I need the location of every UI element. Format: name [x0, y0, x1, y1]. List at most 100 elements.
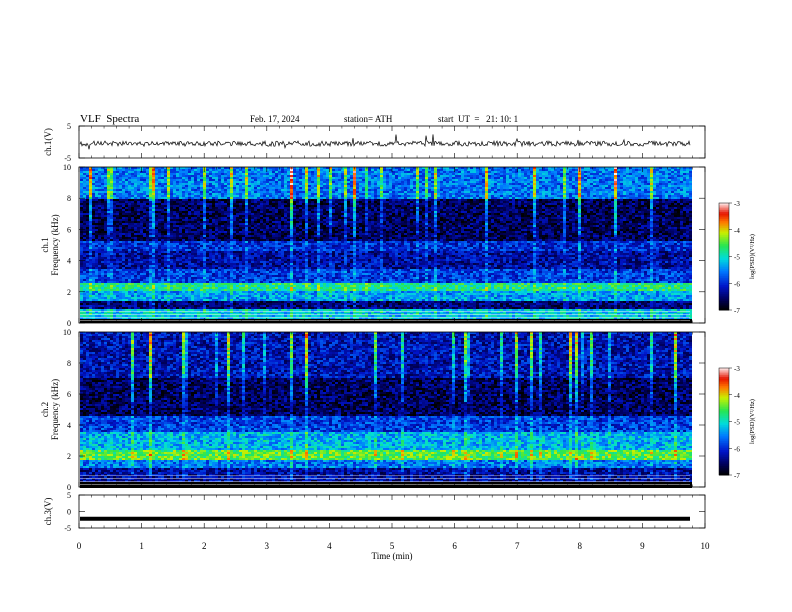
ch1-spectrogram-cell: [185, 173, 188, 175]
ch1-spectrogram-cell: [176, 173, 179, 175]
ch1-spectrogram-cell: [155, 207, 158, 209]
ch1-spectrogram-cell: [164, 217, 167, 219]
ch1-spectrogram-cell: [143, 255, 146, 257]
ch1-spectrogram-cell: [128, 191, 131, 193]
ch1-spectrogram-cell: [194, 315, 197, 317]
ch1-spectrogram-cell: [119, 177, 122, 179]
ch1-spectrogram-cell: [197, 227, 200, 229]
ch1-spectrogram-cell: [86, 209, 89, 211]
ch1-spectrogram-cell: [158, 277, 161, 279]
ch1-spectrogram-cell: [161, 249, 164, 251]
ch1-spectrogram-cell: [188, 189, 191, 191]
ch1-spectrogram-cell: [182, 209, 185, 211]
ch1-spectrogram-cell: [98, 187, 101, 189]
ch1-spectrogram-cell: [131, 189, 134, 191]
ch1-spectrogram-cell: [140, 299, 143, 301]
ch1-spectrogram-cell: [86, 291, 89, 293]
ch1-spectrogram-cell: [110, 303, 113, 305]
ch1-spectrogram-cell: [149, 269, 152, 271]
ch1-spectrogram-cell: [170, 309, 173, 311]
ch1-spectrogram-cell: [113, 229, 116, 231]
ch1-spectrogram-cell: [101, 275, 104, 277]
ch1-spectrogram-cell: [185, 231, 188, 233]
ch1-spectrogram-cell: [188, 309, 191, 311]
ch1-spectrogram-cell: [80, 241, 83, 243]
ch1-spectrogram-cell: [155, 261, 158, 263]
ch1-spectrogram-cell: [89, 269, 92, 271]
ch1-spectrogram-cell: [131, 201, 134, 203]
ch1-spectrogram-cell: [131, 263, 134, 265]
ch1-spectrogram-cell: [86, 257, 89, 259]
ch1-spectrogram-cell: [134, 227, 137, 229]
ch1-spectrogram-cell: [176, 171, 179, 173]
ch1-spectrogram-cell: [161, 231, 164, 233]
ch1-spectrogram-cell: [173, 213, 176, 215]
ch1-spectrogram-cell: [92, 239, 95, 241]
ch1-spectrogram-cell: [95, 259, 98, 261]
ch1-spectrogram-cell: [191, 255, 194, 257]
ch1-spectrogram-cell: [140, 285, 143, 287]
ch1-spectrogram-cell: [113, 299, 116, 301]
ch1-spectrogram-cell: [155, 173, 158, 175]
ch1-spectrogram-cell: [188, 271, 191, 273]
ch1-spectrogram-cell: [137, 195, 140, 197]
ch1-spectrogram-cell: [143, 183, 146, 185]
ch1-spectrogram-cell: [104, 215, 107, 217]
ch1-spectrogram-cell: [107, 209, 110, 211]
ch1-spectrogram-cell: [182, 273, 185, 275]
ch1-spectrogram-cell: [167, 189, 170, 191]
ch1-spectrogram-cell: [83, 219, 86, 221]
ch1-spectrogram-cell: [110, 295, 113, 297]
ch1-spectrogram-cell: [167, 255, 170, 257]
ch1-spectrogram-cell: [158, 271, 161, 273]
ch1-spectrogram-cell: [158, 213, 161, 215]
ch1-spectrogram-cell: [188, 171, 191, 173]
ch1-spectrogram-cell: [98, 171, 101, 173]
ch1-spectrogram-cell: [131, 215, 134, 217]
ch1-spectrogram-cell: [176, 219, 179, 221]
ch1-spectrogram-cell: [83, 231, 86, 233]
ch1-spectrogram-cell: [185, 273, 188, 275]
ch1-spectrogram-cell: [182, 235, 185, 237]
ch1-spectrogram-cell: [119, 245, 122, 247]
ch1-spectrogram-cell: [119, 203, 122, 205]
ch1-spectrogram-cell: [92, 241, 95, 243]
ch1-spectrogram-cell: [200, 237, 203, 239]
ch1-spectrogram-cell: [158, 219, 161, 221]
ch1-spectrogram-cell: [98, 297, 101, 299]
ch1-spectrogram-cell: [161, 275, 164, 277]
ch1-spectrogram-cell: [149, 233, 152, 235]
ch1-spectrogram-cell: [101, 229, 104, 231]
ch1-spectrogram-cell: [140, 255, 143, 257]
ch1-spectrogram-cell: [113, 191, 116, 193]
ch1-spectrogram-cell: [128, 309, 131, 311]
ch1-spectrogram-cell: [146, 267, 149, 269]
ch1-spectrogram-cell: [95, 217, 98, 219]
ch1-spectrogram-cell: [89, 219, 92, 221]
ch1-spectrogram-cell: [146, 283, 149, 285]
ch1-spectrogram-cell: [119, 183, 122, 185]
ch1-spectrogram-cell: [107, 223, 110, 225]
ch1-spectrogram-cell: [128, 237, 131, 239]
ch1-spectrogram-cell: [95, 315, 98, 317]
ch1-spectrogram-cell: [170, 225, 173, 227]
ch1-spectrogram-cell: [158, 207, 161, 209]
ch1-spectrogram-cell: [155, 271, 158, 273]
ch1-spectrogram-cell: [128, 273, 131, 275]
ch1-spectrogram-cell: [197, 221, 200, 223]
ch1-spectrogram-cell: [101, 189, 104, 191]
ch1-spectrogram-cell: [155, 241, 158, 243]
ch1-spectrogram-cell: [182, 281, 185, 283]
ch1-spectrogram-cell: [107, 221, 110, 223]
ch1-spectrogram-cell: [176, 189, 179, 191]
ch1-spectrogram-cell: [104, 295, 107, 297]
ch1-spectrogram-cell: [194, 235, 197, 237]
ch1-spectrogram-cell: [113, 269, 116, 271]
ch1-spectrogram-cell: [134, 181, 137, 183]
ch1-spectrogram-cell: [116, 237, 119, 239]
ch1-spectrogram-cell: [173, 281, 176, 283]
ch1-spectrogram-cell: [86, 299, 89, 301]
ch1-spectrogram-cell: [149, 315, 152, 317]
ch1-spectrogram-cell: [188, 267, 191, 269]
ch1-spectrogram-cell: [134, 273, 137, 275]
